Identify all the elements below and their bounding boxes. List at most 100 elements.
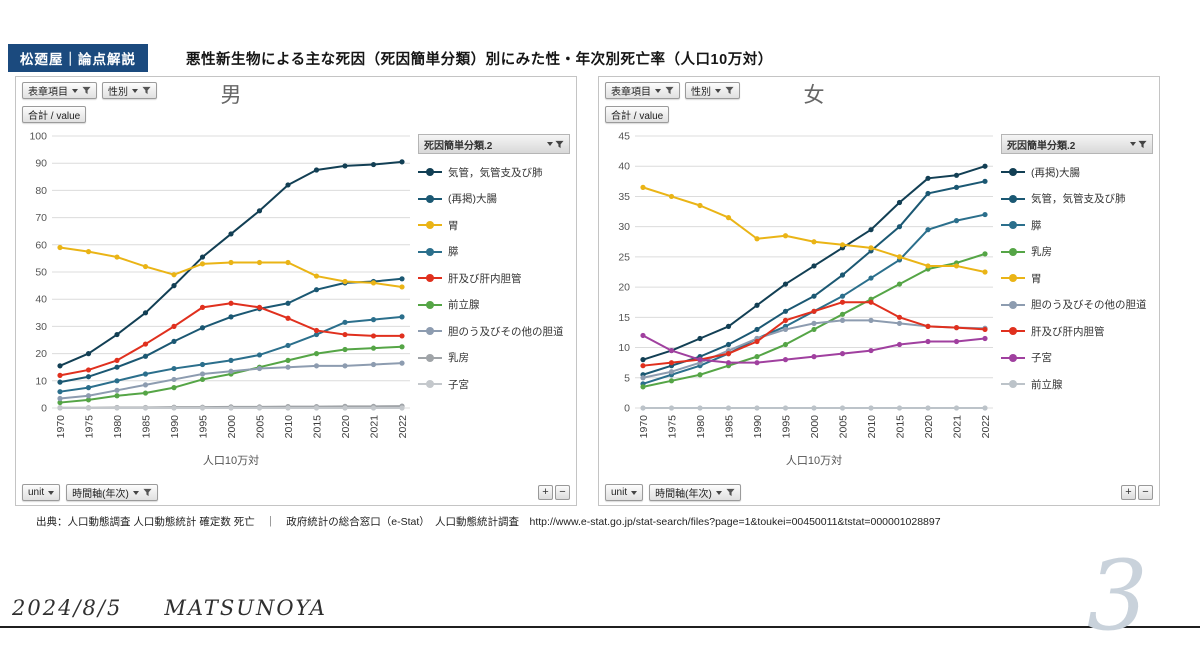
series-label: 膵 <box>1031 219 1042 232</box>
svg-text:1975: 1975 <box>667 415 679 439</box>
legend-item[interactable]: 気管，気管支及び肺 <box>1001 186 1153 213</box>
display-item-selector[interactable]: 表章項目 <box>22 82 97 99</box>
legend-item[interactable]: 子宮 <box>1001 345 1153 372</box>
svg-text:25: 25 <box>618 251 630 263</box>
filter-icon <box>665 86 674 95</box>
sex-selector[interactable]: 性別 <box>102 82 157 99</box>
svg-text:1990: 1990 <box>169 415 181 439</box>
sex-selector[interactable]: 性別 <box>685 82 740 99</box>
legend-item[interactable]: 乳房 <box>1001 239 1153 266</box>
legend-item[interactable]: (再掲)大腸 <box>1001 159 1153 186</box>
zoom-out-button[interactable]: − <box>1138 485 1153 500</box>
svg-text:1980: 1980 <box>695 415 707 439</box>
series-label: 胆のう及びその他の胆道 <box>448 325 564 338</box>
legend-item[interactable]: 胃 <box>1001 265 1153 292</box>
svg-text:2000: 2000 <box>226 415 238 439</box>
svg-text:0: 0 <box>624 403 630 415</box>
display-item-label: 表章項目 <box>611 87 651 98</box>
legend-header: 死因簡単分類.2 <box>418 134 570 154</box>
svg-text:人口10万対: 人口10万対 <box>203 453 259 467</box>
chart-body-male: 0 10 20 30 40 50 60 70 80 90 100 1970 1975 1980 1985 19… <box>22 126 570 480</box>
series-swatch <box>1001 221 1025 230</box>
filter-icon <box>143 488 152 497</box>
series-label: (再掲)大腸 <box>1031 166 1080 179</box>
series-swatch <box>1001 168 1025 177</box>
aggregate-value-chip[interactable]: 合計 / value <box>605 106 670 123</box>
legend-header-label: 死因簡単分類.2 <box>424 140 493 152</box>
legend-item[interactable]: 肝及び肝内胆管 <box>1001 318 1153 345</box>
svg-text:10: 10 <box>35 375 47 387</box>
unit-label: unit <box>611 487 628 498</box>
legend-item[interactable]: 前立腺 <box>418 292 570 319</box>
series-swatch <box>418 380 442 389</box>
legend-item[interactable]: 気管，気管支及び肺 <box>418 159 570 186</box>
unit-selector[interactable]: unit <box>605 484 644 501</box>
series-swatch <box>418 327 442 336</box>
series-swatch <box>418 168 442 177</box>
aggregate-label: 合計 / value <box>28 111 81 122</box>
svg-text:20: 20 <box>35 348 47 360</box>
legend-header: 死因簡単分類.2 <box>1001 134 1153 154</box>
filter-icon[interactable] <box>1138 140 1147 149</box>
chart-panel-female: 表章項目 性別 合計 / value 女 0 5 10 15 20 25 30 35 40 45 1… <box>598 76 1160 506</box>
svg-text:10: 10 <box>618 342 630 354</box>
time-axis-selector[interactable]: 時間軸(年次) <box>66 484 158 501</box>
legend-item[interactable]: 膵 <box>1001 212 1153 239</box>
aggregate-value-chip[interactable]: 合計 / value <box>22 106 87 123</box>
handwritten-date: 2024/8/5 <box>12 596 123 620</box>
unit-label: unit <box>28 487 45 498</box>
legend-female: 死因簡単分類.2 (再掲)大腸 気管，気管支及び肺 膵 乳房 胃 胆のう及びその… <box>1001 134 1153 398</box>
panel-footer-female: unit 時間軸(年次) + − <box>605 484 1153 501</box>
legend-item[interactable]: 子宮 <box>418 371 570 398</box>
legend-item[interactable]: 胃 <box>418 212 570 239</box>
legend-item[interactable]: 胆のう及びその他の胆道 <box>418 318 570 345</box>
chevron-down-icon <box>655 88 661 93</box>
svg-text:2005: 2005 <box>838 415 850 439</box>
unit-selector[interactable]: unit <box>22 484 61 501</box>
svg-text:2021: 2021 <box>952 415 964 439</box>
filter-icon[interactable] <box>555 140 564 149</box>
series-swatch <box>418 300 442 309</box>
legend-header-icons <box>1130 140 1147 149</box>
series-label: 子宮 <box>1031 352 1052 365</box>
svg-text:30: 30 <box>35 321 47 333</box>
chart-title-female: 女 <box>803 84 825 107</box>
series-label: 肝及び肝内胆管 <box>448 272 522 285</box>
time-axis-selector[interactable]: 時間軸(年次) <box>649 484 741 501</box>
panel-footer-male: unit 時間軸(年次) + − <box>22 484 570 501</box>
filter-icon <box>82 86 91 95</box>
series-label: 膵 <box>448 246 459 259</box>
zoom-in-button[interactable]: + <box>1121 485 1136 500</box>
plot-svg-female: 0 5 10 15 20 25 30 35 40 45 1970 1975 1980 1985 1990 19… <box>618 131 993 467</box>
zoom-in-button[interactable]: + <box>538 485 553 500</box>
svg-text:人口10万対: 人口10万対 <box>786 453 842 467</box>
legend-item[interactable]: 胆のう及びその他の胆道 <box>1001 292 1153 319</box>
svg-text:1970: 1970 <box>55 415 67 439</box>
legend-item[interactable]: 乳房 <box>418 345 570 372</box>
time-axis-label: 時間軸(年次) <box>655 489 712 500</box>
svg-text:35: 35 <box>618 191 630 203</box>
series-label: 気管，気管支及び肺 <box>1031 193 1126 206</box>
series-label: 前立腺 <box>1031 378 1063 391</box>
legend-item[interactable]: 肝及び肝内胆管 <box>418 265 570 292</box>
svg-text:40: 40 <box>35 294 47 306</box>
sex-label: 性別 <box>108 87 128 98</box>
svg-text:2020: 2020 <box>923 415 935 439</box>
source-text: 出典：人口動態調査 人口動態統計 確定数 死亡 ｜ 政府統計の総合窓口（e-St… <box>36 516 941 528</box>
legend-items: 気管，気管支及び肺 (再掲)大腸 胃 膵 肝及び肝内胆管 前立腺 胆のう及びその… <box>418 154 570 398</box>
series-swatch <box>1001 247 1025 256</box>
page-number-watermark: 3 <box>1086 540 1148 652</box>
svg-text:2000: 2000 <box>809 415 821 439</box>
svg-text:2015: 2015 <box>312 415 324 439</box>
svg-text:2015: 2015 <box>895 415 907 439</box>
series-label: 胃 <box>1031 272 1042 285</box>
svg-text:1975: 1975 <box>84 415 96 439</box>
handwritten-author: MATSUNOYA <box>164 596 327 620</box>
legend-item[interactable]: (再掲)大腸 <box>418 186 570 213</box>
legend-item[interactable]: 膵 <box>418 239 570 266</box>
series-label: 前立腺 <box>448 299 480 312</box>
svg-text:2010: 2010 <box>283 415 295 439</box>
zoom-out-button[interactable]: − <box>555 485 570 500</box>
display-item-selector[interactable]: 表章項目 <box>605 82 680 99</box>
legend-item[interactable]: 前立腺 <box>1001 371 1153 398</box>
